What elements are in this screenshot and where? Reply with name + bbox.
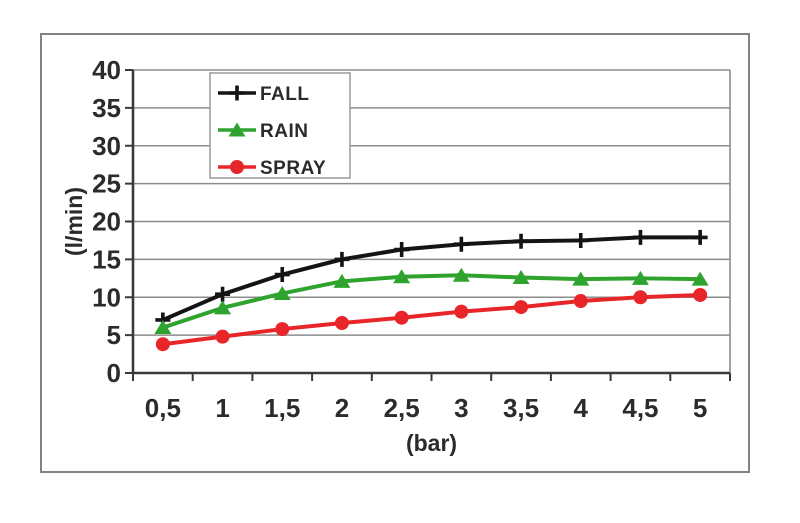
series-line — [160, 292, 703, 347]
x-axis-title: (bar) — [406, 430, 457, 456]
series-fall — [155, 229, 708, 328]
triangle-marker-icon — [228, 122, 246, 137]
y-tick-label: 0 — [107, 358, 121, 388]
x-tick-label: 1,5 — [264, 393, 300, 423]
y-tick-label: 15 — [92, 244, 121, 274]
plus-marker-icon — [692, 229, 708, 245]
triangle-marker-icon — [691, 271, 709, 286]
legend-item-label: FALL — [260, 84, 310, 105]
circle-marker-icon — [334, 316, 349, 331]
series-line — [160, 235, 703, 322]
x-tick-label: 5 — [693, 393, 707, 423]
plus-marker-icon — [632, 229, 648, 245]
legend-item-spray: SPRAY — [218, 158, 326, 179]
circle-marker-icon — [275, 322, 290, 337]
y-tick-label: 10 — [92, 282, 121, 312]
triangle-marker-icon — [631, 270, 649, 285]
plus-marker-icon — [513, 233, 529, 249]
x-tick-label: 3 — [454, 393, 468, 423]
x-tick-label: 3,5 — [503, 393, 539, 423]
series-line — [160, 273, 703, 330]
plus-marker-icon — [334, 251, 350, 267]
flow-rate-line-chart: 0 5 10 15 20 25 30 35 40 0,5 1 1,5 2 2,5 3 3,5 4 4,5 5 (bar… — [61, 55, 731, 456]
y-tick-label: 25 — [92, 169, 121, 199]
chart-frame: 0 5 10 15 20 25 30 35 40 0,5 1 1,5 2 2,5 3 3,5 4 4,5 5 (bar… — [40, 33, 750, 473]
y-tick-label: 30 — [92, 131, 121, 161]
y-axis-title: (l/min) — [61, 187, 87, 256]
triangle-marker-icon — [333, 273, 351, 288]
legend-box — [209, 72, 351, 179]
triangle-marker-icon — [512, 270, 530, 285]
y-tick-label: 35 — [92, 93, 121, 123]
series-rain — [154, 267, 709, 335]
circle-marker-icon — [693, 287, 708, 302]
plus-marker-icon — [573, 232, 589, 248]
triangle-marker-icon — [154, 320, 172, 335]
x-tick-label: 0,5 — [145, 393, 181, 423]
triangle-marker-icon — [452, 267, 470, 282]
circle-marker-icon — [155, 337, 170, 352]
circle-marker-icon — [394, 310, 409, 325]
circle-marker-icon — [633, 290, 648, 305]
x-tick-label: 2 — [335, 393, 349, 423]
circle-marker-icon — [230, 160, 244, 174]
series-spray — [155, 287, 708, 352]
legend-item-fall: FALL — [218, 84, 310, 105]
legend-item-label: RAIN — [260, 121, 308, 142]
circle-marker-icon — [514, 300, 529, 315]
plus-marker-icon — [274, 267, 290, 283]
x-tick-label: 2,5 — [384, 393, 420, 423]
x-tick-label: 4 — [574, 393, 589, 423]
triangle-marker-icon — [214, 300, 232, 315]
triangle-marker-icon — [273, 285, 291, 300]
plus-marker-icon — [215, 286, 231, 302]
x-tick-label: 1 — [215, 393, 229, 423]
legend-item-rain: RAIN — [218, 121, 308, 142]
circle-marker-icon — [454, 304, 469, 319]
plus-marker-icon — [229, 85, 245, 101]
circle-marker-icon — [573, 294, 588, 309]
y-tick-label: 20 — [92, 207, 121, 237]
plus-marker-icon — [394, 242, 410, 258]
y-tick-label: 40 — [92, 55, 121, 85]
triangle-marker-icon — [393, 269, 411, 284]
plus-marker-icon — [453, 236, 469, 252]
y-tick-label: 5 — [107, 320, 121, 350]
circle-marker-icon — [215, 329, 230, 344]
legend: FALL RAIN SPRAY — [209, 72, 351, 179]
x-tick-label: 4,5 — [622, 393, 658, 423]
legend-item-label: SPRAY — [260, 158, 326, 179]
triangle-marker-icon — [572, 271, 590, 286]
